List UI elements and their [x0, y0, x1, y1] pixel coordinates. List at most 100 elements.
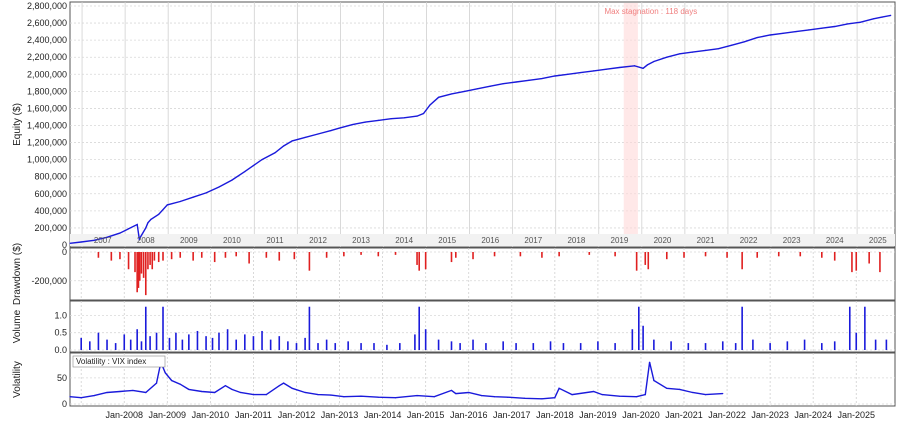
- equity-point: [554, 75, 556, 77]
- volatility-point: [455, 392, 457, 395]
- volume-bar: [373, 343, 375, 350]
- equity-point: [261, 159, 263, 161]
- drawdown-bar: [248, 252, 250, 264]
- year-label: 2007: [94, 236, 112, 245]
- equity-point: [403, 117, 405, 119]
- equity-point: [515, 81, 517, 83]
- equity-point: [416, 115, 418, 117]
- volume-bar: [196, 330, 199, 350]
- volume-bar: [89, 341, 91, 350]
- volatility-point: [282, 382, 285, 384]
- equity-point: [743, 41, 745, 43]
- drawdown-bar: [741, 252, 743, 270]
- volume-bar: [360, 343, 362, 350]
- volatility-point: [692, 391, 694, 394]
- equity-point: [192, 196, 194, 198]
- equity-point: [528, 79, 530, 81]
- drawdown-bar: [450, 252, 453, 263]
- equity-point: [330, 130, 332, 132]
- drawdown-bar: [97, 252, 100, 258]
- volume-bar: [752, 339, 754, 350]
- xtick-label: Jan-2012: [278, 410, 316, 420]
- volume-bar: [308, 306, 311, 350]
- equity-ytick-label: 0: [62, 240, 67, 250]
- drawdown-bar: [162, 252, 164, 261]
- drawdown-bar: [127, 252, 130, 270]
- xtick-label: Jan-2024: [794, 410, 832, 420]
- volatility-point: [188, 388, 190, 390]
- equity-ytick-label: 400,000: [34, 206, 67, 216]
- drawdown-bar: [394, 252, 397, 255]
- equity-point: [541, 77, 543, 80]
- volatility-point: [524, 397, 526, 399]
- year-label: 2020: [654, 236, 672, 245]
- volume-bar: [181, 339, 184, 350]
- volume-ytick-label: 0.0: [54, 345, 67, 355]
- volume-bar: [638, 306, 640, 350]
- xtick-label: Jan-2008: [105, 410, 143, 420]
- volume-bar: [653, 339, 655, 350]
- drawdown-bar: [293, 252, 296, 260]
- drawdown-bar: [377, 252, 380, 257]
- drawdown-bar: [147, 252, 149, 270]
- volume-bar: [399, 343, 401, 350]
- volatility-point: [481, 395, 483, 397]
- year-label: 2025: [869, 236, 887, 245]
- volatility-point: [317, 394, 319, 396]
- volatility-point: [541, 398, 543, 400]
- volatility-point: [145, 391, 147, 394]
- volatility-point: [132, 389, 134, 392]
- equity-point: [642, 67, 644, 69]
- volume-bar: [80, 337, 82, 350]
- equity-point: [390, 118, 392, 120]
- equity-point: [847, 23, 849, 25]
- drawdown-bar: [157, 252, 160, 263]
- volatility-point: [106, 391, 108, 394]
- equity-point: [859, 21, 862, 23]
- drawdown-bar: [224, 252, 227, 258]
- volume-bar: [334, 343, 337, 350]
- volume-bar: [459, 343, 461, 350]
- volatility-point: [704, 394, 707, 396]
- year-label: 2016: [481, 236, 499, 245]
- volatility-point: [679, 388, 681, 390]
- drawdown-bar: [726, 252, 728, 258]
- equity-point: [351, 124, 354, 126]
- year-label: 2015: [438, 236, 456, 245]
- volatility-point: [558, 387, 560, 389]
- equity-point: [605, 68, 608, 70]
- equity-point: [422, 112, 425, 115]
- volatility-ytick-label: 0: [62, 399, 67, 409]
- drawdown-bar: [851, 252, 853, 273]
- drawdown-bar: [756, 252, 759, 258]
- equity-ytick-label: 1,000,000: [27, 155, 67, 165]
- xtick-label: Jan-2023: [751, 410, 789, 420]
- equity-point: [756, 36, 758, 39]
- volume-bar: [414, 334, 416, 350]
- year-label: 2017: [524, 236, 542, 245]
- drawdown-bar: [416, 252, 418, 265]
- volume-bar: [149, 336, 151, 350]
- equity-point: [93, 239, 95, 241]
- drawdown-bar: [119, 252, 121, 260]
- equity-point: [244, 170, 246, 173]
- volume-bar: [485, 343, 487, 350]
- equity-point: [646, 64, 649, 66]
- volume-bar: [304, 337, 306, 350]
- drawdown-bar: [134, 252, 136, 273]
- volume-bar: [317, 343, 319, 350]
- drawdown-bar: [179, 252, 182, 258]
- equity-point: [147, 222, 149, 224]
- equity-point: [205, 192, 207, 194]
- volume-ylabel: Volume: [12, 309, 23, 343]
- volume-bar: [579, 343, 582, 350]
- drawdown-bar: [140, 252, 143, 274]
- drawdown-bar: [683, 252, 685, 258]
- drawdown-bar: [821, 252, 823, 258]
- drawdown-bar: [418, 252, 421, 271]
- equity-point: [704, 49, 707, 51]
- drawdown-bar: [493, 252, 496, 257]
- equity-point: [364, 121, 366, 123]
- drawdown-bar: [777, 252, 780, 257]
